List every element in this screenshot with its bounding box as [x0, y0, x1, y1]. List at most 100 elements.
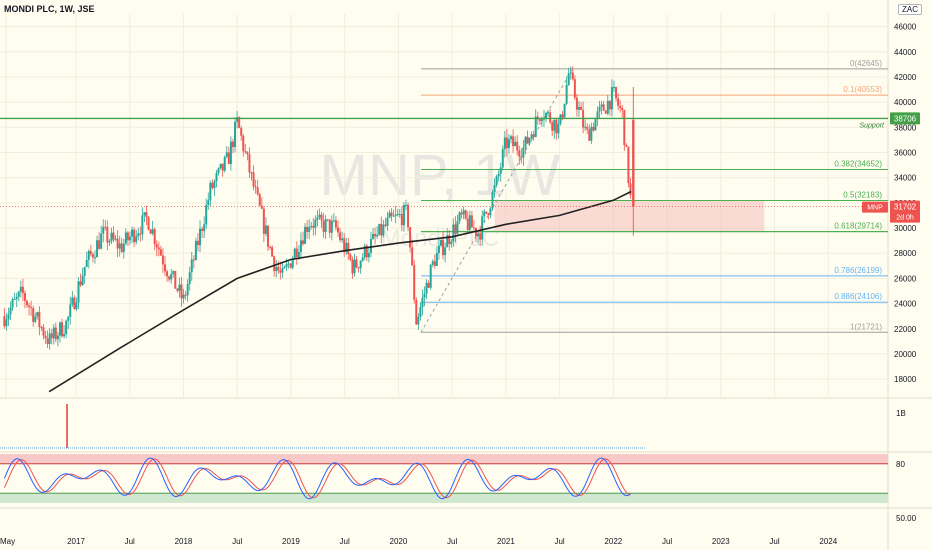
candle-body	[299, 240, 302, 252]
candle-body	[394, 214, 397, 216]
candle-body	[528, 137, 531, 144]
candle-body	[608, 100, 611, 110]
candle-body	[423, 293, 426, 298]
fib-level-label: 0.786(26199)	[834, 266, 882, 275]
candle-body	[145, 212, 148, 218]
candle-body	[104, 226, 107, 228]
candle-body	[332, 220, 335, 222]
candle-body	[353, 259, 356, 274]
candle-body	[604, 110, 607, 114]
candle-body	[137, 233, 140, 237]
candle-body	[147, 217, 150, 230]
candle-body	[23, 293, 26, 301]
candle-body	[44, 335, 47, 339]
candle-body	[365, 245, 368, 258]
candle-body	[540, 119, 543, 122]
candle-body	[172, 270, 175, 274]
candle-body	[58, 322, 61, 336]
price-tick-label: 34000	[894, 174, 917, 183]
support-label: Support	[859, 122, 885, 129]
fibonacci-levels[interactable]: 0(42645) 0.1(40553) 0.382(34652) 0.5(32183)…	[420, 59, 888, 333]
candle-body	[5, 319, 8, 327]
candle-body	[52, 327, 55, 339]
candle-body	[487, 213, 490, 216]
candle-body	[632, 119, 635, 207]
candle-body	[318, 214, 321, 218]
candle-body	[388, 212, 391, 218]
volume-panel: 1B	[0, 404, 906, 449]
candle-body	[75, 302, 78, 310]
candle-body	[102, 226, 105, 234]
candle-body	[481, 216, 484, 240]
candle-body	[553, 119, 556, 131]
fib-level-label: 0.618(29714)	[834, 222, 882, 231]
candle-body	[610, 87, 613, 110]
candle-body	[242, 135, 245, 152]
candle-body	[495, 176, 498, 186]
candle-body	[390, 212, 393, 216]
candle-body	[149, 229, 152, 234]
candle-body	[295, 248, 298, 258]
candle-body	[617, 98, 620, 106]
oscillator-upper-label: 80	[896, 460, 905, 469]
support-line-group[interactable]: Support	[0, 117, 888, 208]
candle-body	[184, 294, 187, 296]
candle-body	[411, 247, 414, 266]
candle-body	[310, 225, 313, 227]
candle-body	[266, 225, 269, 247]
candle-body	[67, 316, 70, 321]
candle-body	[555, 119, 558, 134]
candle-body	[98, 240, 101, 249]
time-tick-label: Jul	[125, 537, 135, 546]
candle-body	[83, 266, 86, 276]
candle-body	[126, 232, 129, 241]
candle-body	[606, 100, 609, 114]
candle-body	[269, 246, 272, 248]
candle-body	[468, 215, 471, 230]
candle-body	[565, 84, 568, 104]
candle-body	[221, 163, 224, 171]
candle-body	[627, 146, 630, 184]
candle-body	[100, 233, 103, 249]
candle-body	[141, 215, 144, 235]
candle-body	[619, 105, 622, 109]
candle-body	[246, 151, 249, 155]
candle-body	[446, 235, 449, 248]
moving-average	[48, 190, 632, 393]
candle-body	[192, 259, 195, 261]
candle-body	[21, 286, 24, 294]
candle-body	[234, 121, 237, 148]
candle-body	[297, 251, 300, 258]
candle-body	[407, 204, 410, 228]
candle-body	[386, 217, 389, 226]
candle-body	[343, 238, 346, 253]
candle-body	[174, 270, 177, 289]
last-price-text: 31702	[894, 203, 917, 212]
candle-body	[223, 156, 226, 171]
candle-body	[153, 229, 156, 245]
time-tick-label: Jul	[662, 537, 672, 546]
candle-body	[435, 252, 438, 266]
fib-level-label: 0.382(34652)	[834, 159, 882, 168]
candle-body	[166, 271, 169, 277]
moving-average-line	[48, 190, 632, 393]
price-tick-label: 22000	[894, 325, 917, 334]
candle-body	[625, 145, 628, 147]
candle-body	[194, 240, 197, 261]
candle-body	[164, 264, 167, 272]
candle-body	[112, 232, 115, 240]
candle-body	[586, 126, 589, 130]
currency-badge[interactable]: ZAC	[898, 4, 922, 15]
watermark-symbol: MNP, 1W	[320, 143, 561, 208]
candle-body	[629, 183, 632, 196]
candle-body	[361, 257, 364, 261]
price-axis[interactable]: 4600044000420004000038000360003400032000…	[894, 23, 917, 385]
candle-body	[524, 136, 527, 148]
candle-body	[155, 244, 158, 248]
candle-body	[87, 250, 90, 260]
candle-body	[569, 72, 572, 74]
time-axis[interactable]: May 2017 Jul 2018 Jul 2019 Jul 2020 Jul 2021 Jul 20…	[0, 537, 838, 546]
